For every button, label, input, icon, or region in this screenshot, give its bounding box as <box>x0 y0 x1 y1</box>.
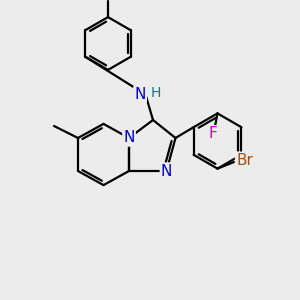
Text: N: N <box>123 130 135 146</box>
Text: F: F <box>208 126 217 141</box>
Text: H: H <box>151 86 161 100</box>
Text: N: N <box>161 164 172 178</box>
Text: N: N <box>134 87 146 102</box>
Text: Br: Br <box>236 153 253 168</box>
